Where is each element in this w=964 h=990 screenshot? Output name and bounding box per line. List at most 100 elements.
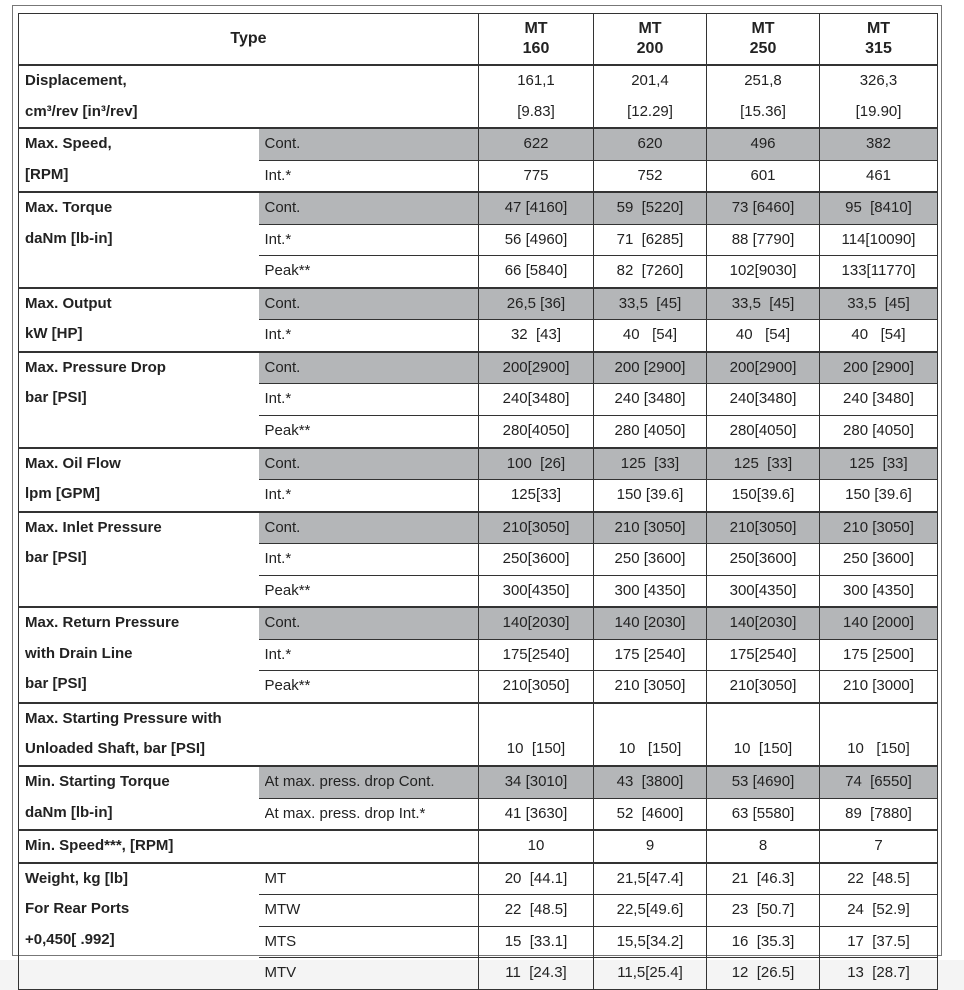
value-cell: 10 [150] bbox=[478, 701, 594, 767]
label-line: Max. Pressure Drop bbox=[25, 358, 166, 376]
condition-label: Peak** bbox=[258, 574, 479, 608]
condition-label: At max. press. drop Int.* bbox=[258, 797, 479, 831]
row-group-label: Max. Pressure Drop bar [PSI] bbox=[18, 350, 259, 449]
condition-text: Int.* bbox=[264, 326, 292, 344]
value-cell: 10 [150] bbox=[593, 701, 707, 767]
value-text: 175 [2540] bbox=[614, 645, 686, 663]
condition-label: Cont. bbox=[258, 446, 479, 481]
condition-label: Cont. bbox=[258, 510, 479, 545]
value-text: 33,5 [45] bbox=[731, 294, 795, 312]
value-cell: 125 [33] bbox=[706, 446, 820, 481]
value-cell: 150[39.6] bbox=[706, 479, 820, 513]
value-text: 21 [46.3] bbox=[731, 869, 795, 887]
value-line: 161,1 bbox=[517, 72, 555, 89]
table-row: Peak** 66 [5840] 82 [7260] 102[9030] 133[117… bbox=[19, 255, 938, 289]
value-cell: 620 bbox=[593, 127, 707, 161]
table-row: Min. Starting Torque daNm [lb-in] At max. … bbox=[18, 765, 938, 831]
value-text: 140 [2000] bbox=[843, 614, 914, 632]
model-header: MT 200 bbox=[593, 13, 707, 66]
table-row: Int.* 56 [4960] 71 [6285] 88 [7790] 114[1009… bbox=[19, 223, 938, 257]
value-cell: 280[4050] bbox=[478, 415, 594, 449]
value-cell: 300[4350] bbox=[706, 574, 820, 608]
value-cell: 102[9030] bbox=[706, 255, 820, 289]
value-text: 210 [3050] bbox=[614, 518, 686, 536]
value-text: 200[2900] bbox=[502, 358, 570, 376]
value-text: 300[4350] bbox=[729, 581, 797, 599]
value-cell: 140[2030] bbox=[478, 606, 594, 640]
label-line: daNm [lb-in] bbox=[25, 803, 113, 821]
value-text: 240[3480] bbox=[729, 390, 797, 408]
label-spacer bbox=[25, 414, 259, 445]
row-group-label: Min. Starting Torque daNm [lb-in] bbox=[18, 765, 259, 831]
value-text: 52 [4600] bbox=[616, 804, 684, 822]
condition-label: MTV bbox=[258, 957, 479, 990]
condition-text: MTV bbox=[264, 964, 297, 982]
value-cell: 40 [54] bbox=[819, 319, 938, 353]
value-cell: 140 [2000] bbox=[819, 606, 938, 640]
condition-label: Int.* bbox=[258, 543, 479, 576]
condition-label: At max. press. drop Cont. bbox=[258, 765, 479, 799]
value-cell: 200[2900] bbox=[706, 350, 820, 385]
value-text: 73 [6460] bbox=[731, 199, 795, 217]
value-text: 8 bbox=[758, 837, 768, 855]
value-spacer bbox=[594, 704, 706, 735]
row-group-label: Max. Starting Pressure with Unloaded Shaf… bbox=[18, 701, 479, 767]
condition-text: MTS bbox=[264, 932, 297, 950]
value-cell: 210[3050] bbox=[478, 510, 594, 545]
value-text: 240 [3480] bbox=[843, 390, 914, 408]
value-cell: 140[2030] bbox=[706, 606, 820, 640]
value-cell: 52 [4600] bbox=[593, 797, 707, 831]
label-line: bar [PSI] bbox=[25, 549, 87, 567]
value-cell: 300[4350] bbox=[478, 574, 594, 608]
condition-text: Peak** bbox=[264, 677, 311, 695]
value-text: 10 [150] bbox=[847, 740, 910, 758]
value-text: 22 [48.5] bbox=[847, 869, 910, 887]
condition-label: Int.* bbox=[258, 319, 479, 353]
value-text: 34 [3010] bbox=[504, 773, 568, 791]
value-cell: 40 [54] bbox=[593, 319, 707, 353]
table-row: Max. Return Pressure with Drain Line bar [… bbox=[18, 606, 938, 704]
value-text: 125[33] bbox=[510, 486, 562, 504]
table-row: Int.* 250[3600] 250 [3600] 250[3600] 250 [36… bbox=[19, 543, 938, 576]
label-line: Max. Output bbox=[25, 294, 112, 312]
value-cell: 15,5[34.2] bbox=[593, 925, 707, 959]
table-row: Max. Output kW [HP] Cont. 26,5 [36] 33,5 [45… bbox=[18, 286, 938, 353]
value-cell: 161,1 [9.83] bbox=[478, 63, 594, 129]
value-text: 300 [4350] bbox=[614, 581, 686, 599]
row-group-label: Max. Return Pressure with Drain Line bar [… bbox=[18, 606, 259, 704]
value-text: 382 bbox=[865, 135, 892, 153]
value-cell: 240 [3480] bbox=[593, 383, 707, 417]
label-line: kW [HP] bbox=[25, 325, 83, 343]
table-row: Max. Torque daNm [lb-in] Cont. 47 [4160] 59 … bbox=[18, 191, 938, 289]
value-text: 40 [54] bbox=[735, 326, 791, 344]
value-cell: 210[3050] bbox=[478, 670, 594, 704]
value-text: 125 [33] bbox=[733, 454, 793, 472]
condition-text: Int.* bbox=[264, 230, 292, 248]
value-text: 10 [150] bbox=[506, 740, 566, 758]
value-text: 13 [28.7] bbox=[847, 964, 910, 982]
value-text: 210[3050] bbox=[502, 518, 570, 536]
value-cell: 125[33] bbox=[478, 479, 594, 513]
value-cell: 11 [24.3] bbox=[478, 957, 594, 990]
value-cell: 140 [2030] bbox=[593, 606, 707, 640]
label-line: cm³/rev [in³/rev] bbox=[25, 102, 138, 120]
value-cell: 210 [3050] bbox=[593, 670, 707, 704]
label-line: Min. Speed***, [RPM] bbox=[25, 837, 174, 855]
value-spacer bbox=[707, 704, 819, 735]
condition-label: Int.* bbox=[258, 223, 479, 257]
value-cell: 175[2540] bbox=[706, 638, 820, 672]
value-cell: 40 [54] bbox=[706, 319, 820, 353]
table-row: Max. Pressure Drop bar [PSI] Cont. 200[2900… bbox=[18, 350, 938, 449]
value-cell: 63 [5580] bbox=[706, 797, 820, 831]
value-cell: 150 [39.6] bbox=[593, 479, 707, 513]
value-cell: 13 [28.7] bbox=[819, 957, 938, 990]
value-cell: 10 [150] bbox=[819, 701, 938, 767]
value-cell: 22 [48.5] bbox=[819, 861, 938, 896]
value-text: 300 [4350] bbox=[843, 581, 914, 599]
table-row: Int.* 175[2540] 175 [2540] 175[2540] 175 [25… bbox=[19, 638, 938, 672]
value-cell: 95 [8410] bbox=[819, 191, 938, 225]
condition-label: Cont. bbox=[258, 606, 479, 640]
label-line: daNm [lb-in] bbox=[25, 229, 113, 247]
value-cell: 34 [3010] bbox=[478, 765, 594, 799]
